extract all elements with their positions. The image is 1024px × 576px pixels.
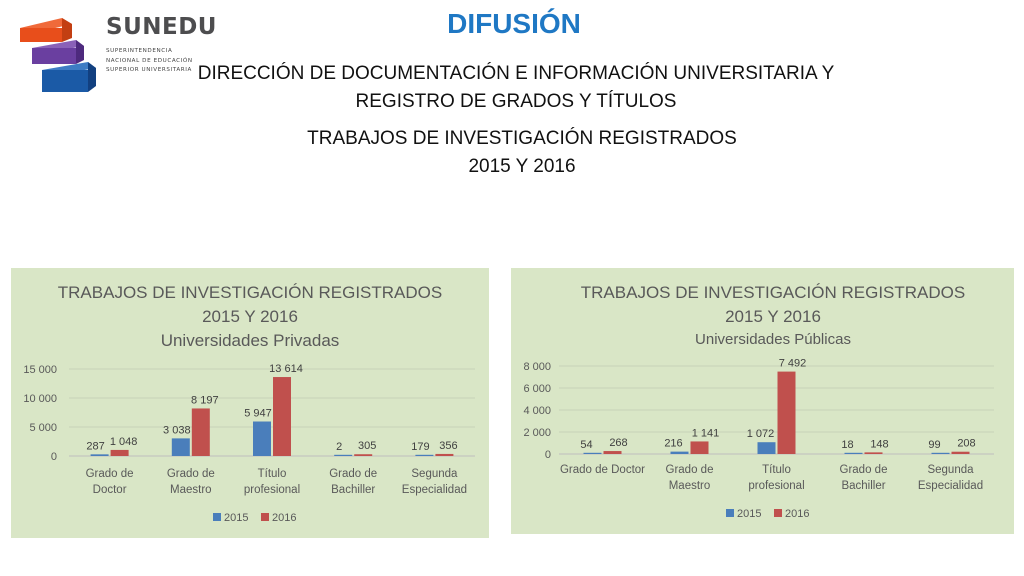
x-tick-label: Grado de <box>167 468 215 480</box>
bar <box>253 421 271 456</box>
x-tick-label: Maestro <box>669 480 711 492</box>
x-tick-label: Grado de <box>329 468 377 480</box>
logo-name: SUNEDU <box>106 14 217 40</box>
legend-label: 2016 <box>272 512 296 524</box>
y-tick-label: 0 <box>545 449 551 461</box>
data-label: 216 <box>664 438 682 450</box>
x-tick-label: Segunda <box>927 464 974 476</box>
data-label: 356 <box>439 440 457 452</box>
bar <box>415 454 434 456</box>
legend-label: 2015 <box>224 512 248 524</box>
bar <box>171 438 190 456</box>
data-label: 13 614 <box>269 363 303 375</box>
bar <box>435 453 454 456</box>
x-tick-label: Grado de Doctor <box>560 464 645 476</box>
x-tick-label: Título <box>258 468 287 480</box>
bar <box>670 451 689 454</box>
bar <box>777 371 796 454</box>
y-tick-label: 5 000 <box>29 422 57 434</box>
legend-swatch <box>261 513 269 521</box>
bar <box>844 452 863 454</box>
legend-swatch <box>213 513 221 521</box>
y-tick-label: 8 000 <box>523 361 551 373</box>
data-label: 1 141 <box>692 427 720 439</box>
page-subtitle: DIRECCIÓN DE DOCUMENTACIÓN E INFORMACIÓN… <box>197 63 835 112</box>
x-tick-label: Segunda <box>411 468 458 480</box>
data-label: 3 038 <box>163 424 191 436</box>
x-tick-label: Grado de <box>86 468 134 480</box>
y-tick-label: 0 <box>51 451 57 463</box>
y-tick-label: 15 000 <box>23 364 57 376</box>
chart-title: TRABAJOS DE INVESTIGACIÓN REGISTRADOS <box>58 283 442 302</box>
bar <box>690 441 709 454</box>
data-label: 2 <box>336 441 342 453</box>
legend-label: 2015 <box>737 508 761 520</box>
bar <box>354 454 373 456</box>
data-label: 54 <box>580 439 592 451</box>
bar <box>334 454 353 456</box>
logo-mark <box>20 18 96 92</box>
bar <box>931 452 950 454</box>
data-label: 1 048 <box>110 436 138 448</box>
x-tick-label: Grado de <box>666 464 714 476</box>
chart-title: Universidades Públicas <box>695 331 851 348</box>
data-label: 305 <box>358 440 376 452</box>
chart-privadas: TRABAJOS DE INVESTIGACIÓN REGISTRADOS201… <box>23 283 475 524</box>
data-label: 208 <box>957 438 975 450</box>
x-tick-label: Especialidad <box>402 484 467 496</box>
legend-swatch <box>774 509 782 517</box>
chart-title: 2015 Y 2016 <box>202 307 298 326</box>
bar <box>90 454 109 456</box>
chart-panel-privadas: TRABAJOS DE INVESTIGACIÓN REGISTRADOS 201… <box>11 268 489 538</box>
y-tick-label: 2 000 <box>523 427 551 439</box>
x-tick-label: Doctor <box>93 484 127 496</box>
data-label: 18 <box>841 439 853 451</box>
section-title: TRABAJOS DE INVESTIGACIÓN REGISTRADOS 20… <box>307 128 737 177</box>
logo-subtitle: SUPERINTENDENCIA NACIONAL DE EDUCACIÓN S… <box>106 48 193 73</box>
data-label: 7 492 <box>779 358 807 370</box>
data-label: 1 072 <box>747 428 775 440</box>
data-label: 268 <box>609 437 627 449</box>
chart-title: Universidades Privadas <box>161 331 340 350</box>
bar <box>603 451 622 454</box>
legend-swatch <box>726 509 734 517</box>
bar <box>951 451 970 454</box>
bar <box>583 452 602 454</box>
x-tick-label: Bachiller <box>331 484 375 496</box>
bar <box>864 452 883 454</box>
sunedu-logo: SUNEDU SUPERINTENDENCIA NACIONAL DE EDUC… <box>18 14 216 100</box>
x-tick-label: Maestro <box>170 484 212 496</box>
y-tick-label: 10 000 <box>23 393 57 405</box>
data-label: 287 <box>86 440 104 452</box>
bar <box>110 449 129 456</box>
data-label: 99 <box>928 439 940 451</box>
x-tick-label: Bachiller <box>841 480 885 492</box>
data-label: 5 947 <box>244 408 272 420</box>
x-tick-label: Título <box>762 464 791 476</box>
y-tick-label: 4 000 <box>523 405 551 417</box>
page-title: DIFUSIÓN <box>447 8 581 39</box>
bar <box>757 442 776 454</box>
legend-label: 2016 <box>785 508 809 520</box>
bar <box>273 377 291 456</box>
bar <box>191 408 210 456</box>
x-tick-label: profesional <box>244 484 300 496</box>
chart-title: TRABAJOS DE INVESTIGACIÓN REGISTRADOS <box>581 283 965 302</box>
chart-publicas: TRABAJOS DE INVESTIGACIÓN REGISTRADOS 201… <box>523 283 994 520</box>
x-tick-label: Especialidad <box>918 480 983 492</box>
x-tick-label: Grado de <box>840 464 888 476</box>
chart-title: 2015 Y 2016 <box>725 307 821 326</box>
data-label: 179 <box>411 441 429 453</box>
y-tick-label: 6 000 <box>523 383 551 395</box>
x-tick-label: profesional <box>748 480 804 492</box>
chart-panel-publicas: TRABAJOS DE INVESTIGACIÓN REGISTRADOS 201… <box>511 268 1014 534</box>
data-label: 148 <box>870 438 888 450</box>
data-label: 8 197 <box>191 394 219 406</box>
